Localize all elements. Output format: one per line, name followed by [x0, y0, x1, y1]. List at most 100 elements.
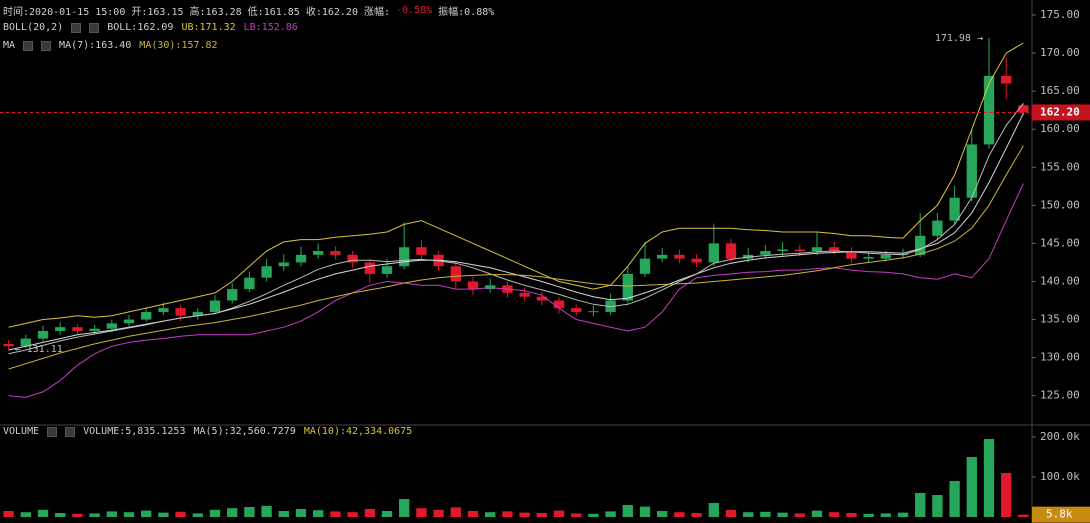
- y-tick-label: 155.00: [1040, 160, 1080, 173]
- candle-body: [519, 292, 530, 297]
- candle-body: [966, 144, 977, 198]
- candle-body: [37, 330, 49, 339]
- volume-bar: [209, 509, 221, 517]
- info-item: 时间:2020-01-15 15:00: [3, 7, 126, 18]
- info-item: 高:163.28: [189, 7, 242, 18]
- candle-body: [639, 258, 651, 274]
- volume-bar: [89, 513, 100, 517]
- settings-icon[interactable]: [47, 426, 58, 437]
- settings-icon[interactable]: [71, 22, 82, 33]
- volume-bar: [519, 512, 530, 517]
- min-annotation: ← 131.11: [15, 344, 63, 355]
- candle-body: [450, 266, 461, 282]
- candle-body: [89, 328, 100, 331]
- y-tick-label: 145.00: [1040, 236, 1080, 249]
- candle-body: [708, 243, 719, 263]
- candle-body: [72, 327, 83, 331]
- legend-item: LB:152.86: [243, 22, 298, 33]
- volume-bar: [725, 509, 737, 517]
- candle-body: [416, 247, 427, 255]
- candle-body: [777, 249, 788, 252]
- info-item: 开:163.15: [131, 7, 184, 18]
- candle-body: [175, 308, 186, 316]
- candle-body: [983, 75, 995, 145]
- y-tick-label: 175.00: [1040, 8, 1080, 21]
- volume-bar: [433, 509, 444, 517]
- volume-bar: [674, 512, 685, 517]
- volume-bar: [588, 513, 599, 517]
- volume-bar: [760, 511, 771, 517]
- info-item: 收:162.20: [305, 7, 358, 18]
- candle-body: [244, 277, 255, 290]
- candle-body: [674, 254, 685, 259]
- candle-body: [846, 251, 857, 259]
- volume-bar: [691, 513, 702, 517]
- candle-body: [381, 266, 393, 274]
- close-icon[interactable]: [41, 40, 52, 51]
- indicator-line: [8, 42, 1024, 328]
- settings-icon[interactable]: [23, 40, 34, 51]
- candle-body: [760, 251, 771, 255]
- volume-bar: [657, 511, 668, 517]
- candle-body: [915, 235, 926, 255]
- volume-bar: [983, 439, 995, 517]
- legend-items: BOLL:162.09 UB:171.32 LB:152.86: [107, 22, 298, 33]
- candle-body: [691, 258, 702, 263]
- legend-item: MA(5):32,560.7279: [193, 426, 296, 437]
- candle-body: [141, 311, 152, 320]
- volume-bar: [450, 507, 461, 517]
- volume-bar: [605, 511, 616, 517]
- volume-bar: [381, 511, 393, 517]
- indicator-line: [8, 102, 1024, 355]
- volume-bar: [1018, 514, 1029, 517]
- candle-body: [536, 296, 547, 301]
- legend-item: MA(30):157.82: [139, 40, 218, 51]
- volume-bar: [502, 511, 513, 517]
- volume-bar: [794, 513, 805, 517]
- candle-body: [3, 343, 14, 347]
- legend-item: MA(7):163.40: [59, 40, 132, 51]
- volume-bar: [777, 512, 788, 517]
- last-price-tag: [1032, 104, 1090, 121]
- candle-body: [261, 266, 272, 278]
- volume-bar: [261, 505, 272, 517]
- y-tick-label: 160.00: [1040, 122, 1080, 135]
- volume-bar: [192, 513, 203, 517]
- close-icon[interactable]: [89, 22, 100, 33]
- volume-bar: [227, 508, 238, 517]
- volume-bar: [932, 495, 943, 517]
- max-annotation: 171.98 →: [935, 33, 983, 44]
- y-tick-label: 140.00: [1040, 274, 1080, 287]
- candle-body: [227, 289, 238, 301]
- legend-item: UB:171.32: [181, 22, 236, 33]
- volume-bar: [295, 509, 307, 517]
- candle-body: [932, 220, 943, 236]
- volume-bar: [639, 506, 651, 517]
- candle-body: [399, 247, 410, 267]
- volume-bar: [846, 513, 857, 517]
- legend-title: VOLUME: [3, 426, 40, 437]
- info-row: 时间:2020-01-15 15:00 开:163.15 高:163.28 低:161…: [3, 3, 494, 18]
- candle-body: [1001, 75, 1012, 84]
- volume-bar: [106, 511, 117, 517]
- volume-bar: [158, 512, 169, 517]
- volume-bar: [1001, 473, 1012, 517]
- candle-body: [571, 308, 582, 312]
- volume-bar: [347, 512, 358, 517]
- volume-bar: [811, 510, 823, 517]
- candle-body: [106, 323, 117, 329]
- volume-bar: [37, 509, 49, 517]
- y-tick-label: 100.0k: [1040, 470, 1080, 483]
- close-icon[interactable]: [65, 426, 76, 437]
- volume-bar: [915, 493, 926, 517]
- candle-body: [553, 300, 565, 309]
- candle-body: [20, 338, 31, 347]
- y-tick-label: 135.00: [1040, 313, 1080, 326]
- candle-body: [949, 197, 960, 221]
- candle-body: [622, 273, 633, 301]
- legend-item: BOLL:162.09: [107, 22, 174, 33]
- y-tick-label: 130.00: [1040, 351, 1080, 364]
- volume-bar: [313, 510, 324, 517]
- volume-bar: [3, 511, 14, 517]
